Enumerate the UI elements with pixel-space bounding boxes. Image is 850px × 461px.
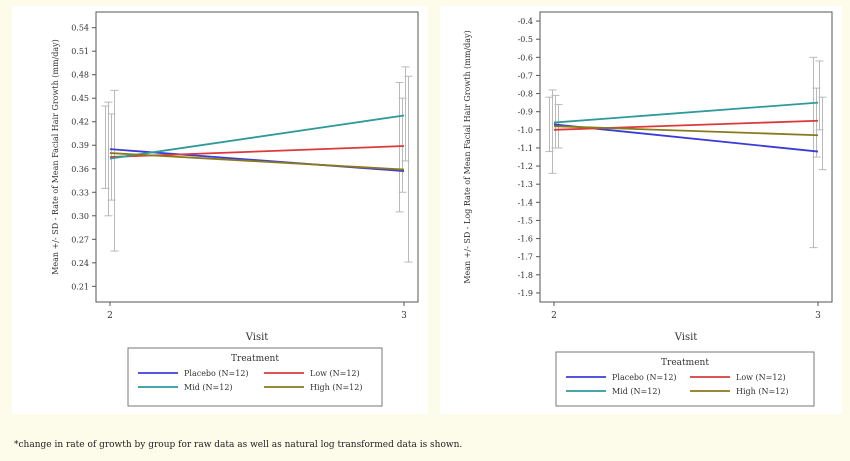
y-tick-label: -0.6 (518, 53, 533, 62)
y-tick-label: -0.8 (518, 90, 533, 99)
legend-entry: High (N=12) (310, 383, 362, 392)
legend-entry: Mid (N=12) (184, 383, 233, 392)
plot-frame (539, 11, 833, 303)
legend-box (127, 347, 383, 407)
footnote: *change in rate of growth by group for r… (14, 440, 463, 450)
y-tick-label: -1.9 (518, 289, 533, 298)
legend-title: Treatment (231, 354, 279, 364)
x-axis-label: Visit (674, 332, 698, 343)
legend-entry: High (N=12) (736, 387, 788, 396)
legend-title: Treatment (661, 358, 709, 368)
plot-frame (95, 11, 419, 303)
x-tick-label: 3 (815, 311, 821, 321)
x-tick-label: 2 (551, 311, 557, 321)
series-line-mid (553, 101, 819, 124)
x-tick-label: 3 (401, 311, 407, 321)
y-tick-label: 0.45 (71, 94, 89, 103)
legend-entry: Low (N=12) (736, 373, 786, 382)
chart-panel-left: 0.54 0.51 0.48 0.45 0.42 0.39 0.36 0.33 0.30 0.27… (12, 6, 428, 414)
log-growth-chart: -0.4 -0.5 -0.6 -0.7 -0.8 -0.9 -1.0 -1.1 -1.2 -1.3… (463, 11, 833, 407)
y-tick-label: -0.9 (518, 108, 533, 117)
x-axis-label: Visit (245, 332, 269, 343)
y-tick-label: -1.5 (518, 216, 533, 225)
y-tick-label: 0.54 (71, 24, 89, 33)
y-tick-label: 0.30 (71, 212, 89, 221)
legend-entry: Placebo (N=12) (184, 369, 249, 378)
y-tick-label: 0.51 (71, 47, 89, 56)
y-tick-label: -1.2 (518, 162, 533, 171)
y-tick-label: 0.21 (71, 282, 89, 291)
y-tick-label: 0.48 (71, 71, 89, 80)
x-tick-label: 2 (107, 311, 113, 321)
y-tick-label: 0.24 (71, 259, 89, 268)
y-tick-label: -1.8 (518, 271, 533, 280)
legend-entry: Low (N=12) (310, 369, 360, 378)
y-axis-label: Mean +/- SD - Log Rate of Mean Facial Ha… (463, 30, 472, 283)
y-tick-label: -1.1 (518, 144, 533, 153)
y-tick-label: -1.4 (518, 198, 533, 207)
raw-growth-chart: 0.54 0.51 0.48 0.45 0.42 0.39 0.36 0.33 0.30 0.27… (51, 11, 419, 407)
series-line-high (553, 125, 819, 137)
series-line-high (109, 152, 405, 171)
y-tick-label: -0.7 (518, 71, 533, 80)
y-tick-label: 0.42 (71, 118, 89, 127)
series-line-low (553, 119, 819, 131)
y-tick-label: -1.6 (518, 235, 533, 244)
series-line-mid (109, 114, 405, 160)
legend-box (555, 351, 815, 407)
chart-panel-right: -0.4 -0.5 -0.6 -0.7 -0.8 -0.9 -1.0 -1.1 -1.2 -1.3… (440, 6, 842, 414)
y-tick-label: -1.0 (518, 126, 533, 135)
y-axis-label: Mean +/- SD - Rate of Mean Facial Hair G… (51, 39, 60, 275)
y-tick-label: -0.4 (518, 17, 533, 26)
legend-entry: Mid (N=12) (612, 387, 661, 396)
y-tick-label: 0.27 (71, 235, 89, 244)
y-tick-label: -0.5 (518, 35, 533, 44)
legend-entry: Placebo (N=12) (612, 373, 677, 382)
y-tick-label: -1.7 (518, 253, 533, 262)
y-tick-label: -1.3 (518, 180, 533, 189)
y-tick-label: 0.39 (71, 141, 89, 150)
y-tick-label: 0.33 (71, 188, 89, 197)
y-tick-label: 0.36 (71, 165, 89, 174)
